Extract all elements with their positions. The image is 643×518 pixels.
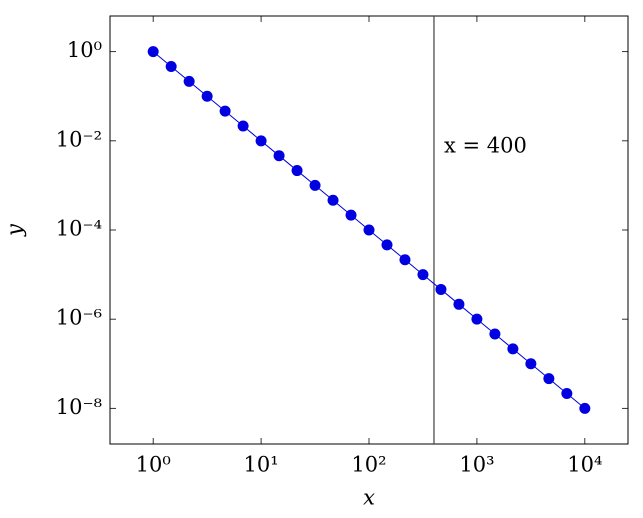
x-tick-label: 10⁰ (136, 453, 171, 477)
x-tick-label: 10⁴ (567, 453, 602, 477)
data-point (471, 313, 483, 325)
data-point (147, 46, 159, 58)
y-tick-label: 10⁻² (56, 127, 102, 151)
y-axis-label: y (3, 223, 27, 237)
data-point (543, 373, 555, 385)
data-point (417, 269, 429, 281)
data-point (255, 135, 267, 147)
x-axis-label: x (363, 486, 375, 510)
data-point (327, 194, 339, 206)
data-point (345, 209, 357, 221)
x-tick-label: 10³ (459, 453, 494, 477)
data-point (453, 298, 465, 310)
x-tick-label: 10² (351, 453, 386, 477)
data-point (381, 239, 393, 251)
x-tick-label: 10¹ (244, 453, 279, 477)
y-tick-label: 10⁻⁴ (56, 217, 102, 241)
annotation: x = 400 (444, 134, 527, 158)
data-point (579, 402, 591, 414)
y-tick-label: 10⁻⁸ (56, 395, 102, 419)
data-point (309, 179, 321, 191)
data-point (291, 165, 303, 177)
data-point (363, 224, 375, 236)
data-point (165, 61, 177, 73)
data-point (201, 90, 213, 102)
data-point (435, 283, 447, 295)
data-point (489, 328, 501, 340)
data-point (561, 387, 573, 399)
data-point (525, 358, 537, 370)
data-point (219, 105, 231, 117)
data-point (399, 254, 411, 266)
data-point (183, 75, 195, 87)
data-point (507, 343, 519, 355)
data-point (273, 150, 285, 162)
data-point (237, 120, 249, 132)
y-tick-label: 10⁻⁶ (56, 306, 102, 330)
y-tick-label: 10⁰ (67, 38, 102, 62)
